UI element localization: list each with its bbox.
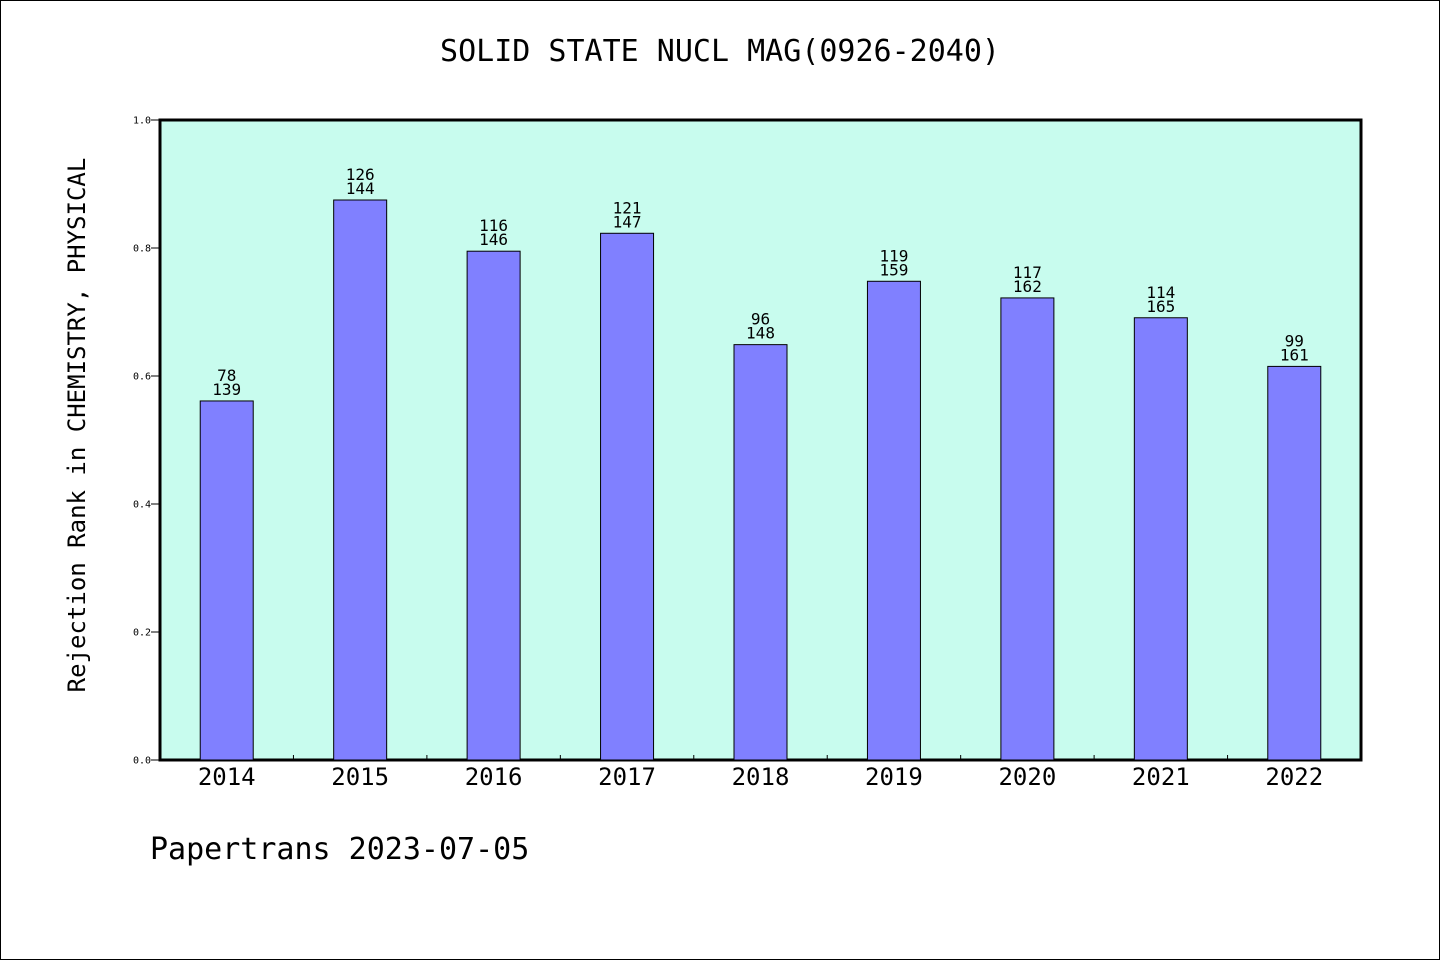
bar-total-label: 146 [479, 230, 508, 249]
bar-total-label: 147 [613, 212, 642, 231]
x-tick-label: 2015 [331, 763, 389, 791]
footer-text: Papertrans 2023-07-05 [150, 832, 530, 867]
y-tick-label: 0.4 [133, 500, 151, 511]
bar-rank-label: 114 [1146, 283, 1175, 302]
x-tick-label: 2019 [865, 763, 923, 791]
x-tick-label: 2021 [1132, 763, 1190, 791]
x-tick-label: 2018 [732, 763, 790, 791]
bar [199, 400, 254, 761]
chart-title: SOLID STATE NUCL MAG(0926-2040) [440, 34, 1000, 69]
x-tick-label: 2017 [598, 763, 656, 791]
bar [1133, 317, 1188, 761]
x-axis: 2014 2015 2016 2017 2018 2019 2020 2021 2022 [198, 755, 1323, 791]
x-tick-label: 2022 [1265, 763, 1323, 791]
bar [1267, 365, 1322, 761]
y-axis-label: Rejection Rank in CHEMISTRY, PHYSICAL [63, 158, 91, 693]
y-tick-label: 0.6 [133, 372, 151, 383]
bar-total-label: 161 [1280, 345, 1309, 364]
x-tick-label: 2014 [198, 763, 256, 791]
bar-total-label: 139 [212, 380, 241, 399]
bar-rank-label: 96 [751, 310, 770, 329]
y-tick-label: 0.2 [133, 628, 151, 639]
y-tick-label: 0.8 [133, 244, 151, 255]
bar-total-label: 144 [346, 179, 375, 198]
bar [1000, 297, 1055, 761]
bar-rank-label: 116 [479, 216, 508, 235]
y-tick-label: 1.0 [133, 116, 151, 127]
bar-rank-label: 78 [217, 366, 236, 385]
y-tick-label: 0.0 [133, 756, 151, 767]
bar-rank-label: 121 [613, 198, 642, 217]
bar-rank-label: 126 [346, 165, 375, 184]
x-tick-label: 2016 [465, 763, 523, 791]
bar-rank-label: 99 [1285, 331, 1304, 350]
bar-total-label: 165 [1146, 297, 1175, 316]
bar [733, 344, 788, 761]
bar [866, 280, 921, 761]
bar-rank-label: 117 [1013, 263, 1042, 282]
bar [600, 232, 655, 761]
bar-total-label: 162 [1013, 277, 1042, 296]
bar [466, 250, 521, 761]
bar-total-label: 148 [746, 324, 775, 343]
bar-total-label: 159 [879, 260, 908, 279]
bar-rank-label: 119 [879, 246, 908, 265]
bar [333, 199, 388, 761]
y-axis: 0.0 0.2 0.4 0.6 0.8 1.0 [133, 116, 160, 767]
x-tick-label: 2020 [998, 763, 1056, 791]
